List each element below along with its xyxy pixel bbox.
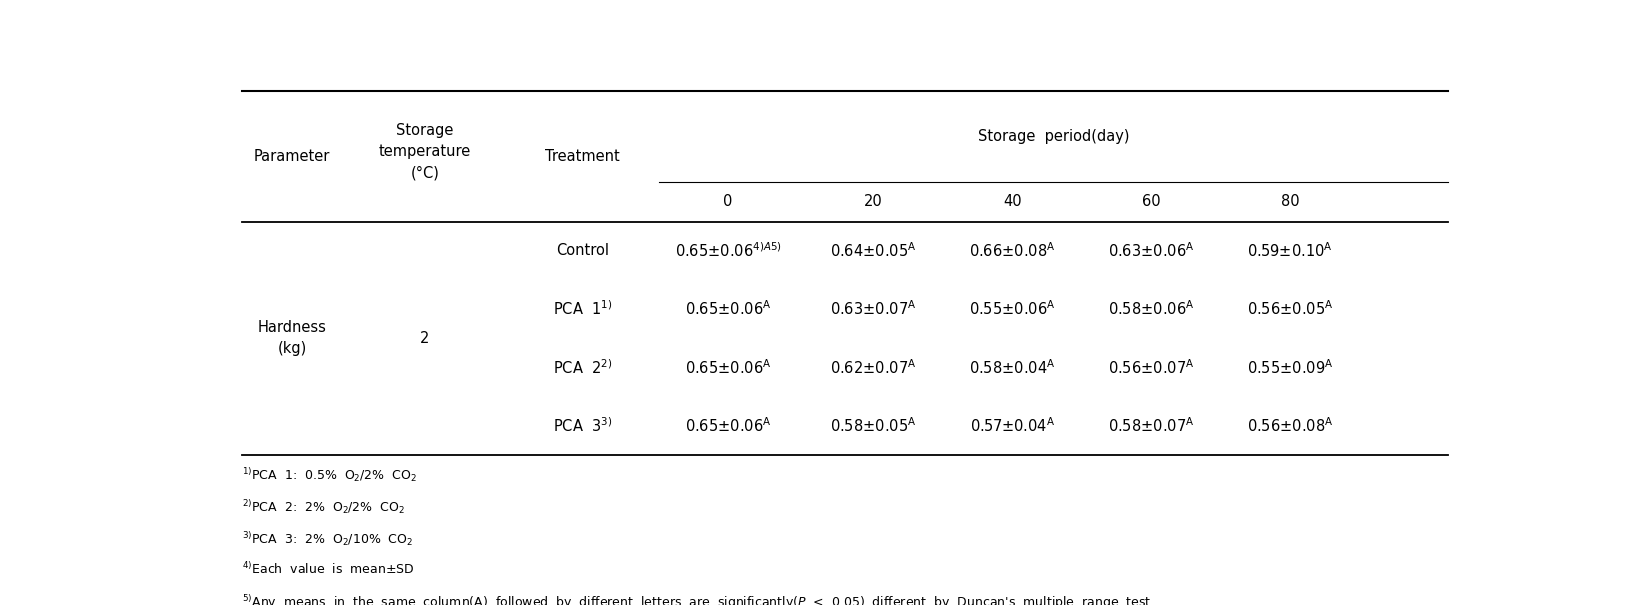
- Text: 0.62$\pm$0.07$^{\mathrm{A}}$: 0.62$\pm$0.07$^{\mathrm{A}}$: [830, 358, 916, 376]
- Text: 0.65$\pm$0.06$^{4)A5)}$: 0.65$\pm$0.06$^{4)A5)}$: [675, 241, 781, 260]
- Text: 40: 40: [1002, 194, 1022, 209]
- Text: 0.58$\pm$0.07$^{\mathrm{A}}$: 0.58$\pm$0.07$^{\mathrm{A}}$: [1108, 416, 1195, 435]
- Text: 0.65$\pm$0.06$^{\mathrm{A}}$: 0.65$\pm$0.06$^{\mathrm{A}}$: [685, 416, 771, 435]
- Text: $^{4)}$Each  value  is  mean$\pm$SD: $^{4)}$Each value is mean$\pm$SD: [241, 561, 414, 577]
- Text: 0.56$\pm$0.07$^{\mathrm{A}}$: 0.56$\pm$0.07$^{\mathrm{A}}$: [1108, 358, 1195, 376]
- Text: 0.55$\pm$0.09$^{\mathrm{A}}$: 0.55$\pm$0.09$^{\mathrm{A}}$: [1247, 358, 1333, 376]
- Text: 0.58$\pm$0.05$^{\mathrm{A}}$: 0.58$\pm$0.05$^{\mathrm{A}}$: [830, 416, 916, 435]
- Text: Treatment: Treatment: [546, 149, 619, 164]
- Text: 0.59$\pm$0.10$^{\mathrm{A}}$: 0.59$\pm$0.10$^{\mathrm{A}}$: [1247, 241, 1333, 260]
- Text: $^{5)}$Any  means  in  the  same  column(A)  followed  by  different  letters  a: $^{5)}$Any means in the same column(A) f…: [241, 593, 1151, 605]
- Text: 20: 20: [864, 194, 883, 209]
- Text: 80: 80: [1281, 194, 1299, 209]
- Text: 2: 2: [421, 331, 430, 345]
- Text: $^{3)}$PCA  3:  2%  O$_2$/10%  CO$_2$: $^{3)}$PCA 3: 2% O$_2$/10% CO$_2$: [241, 529, 412, 548]
- Text: 0: 0: [724, 194, 734, 209]
- Text: 0.55$\pm$0.06$^{\mathrm{A}}$: 0.55$\pm$0.06$^{\mathrm{A}}$: [968, 299, 1056, 318]
- Text: Storage  period(day): Storage period(day): [978, 129, 1130, 144]
- Text: 0.63$\pm$0.07$^{\mathrm{A}}$: 0.63$\pm$0.07$^{\mathrm{A}}$: [830, 299, 916, 318]
- Text: 0.64$\pm$0.05$^{\mathrm{A}}$: 0.64$\pm$0.05$^{\mathrm{A}}$: [830, 241, 916, 260]
- Text: PCA  2$^{2)}$: PCA 2$^{2)}$: [553, 358, 613, 376]
- Text: 0.63$\pm$0.06$^{\mathrm{A}}$: 0.63$\pm$0.06$^{\mathrm{A}}$: [1108, 241, 1195, 260]
- Text: Hardness
(kg): Hardness (kg): [258, 320, 326, 356]
- Text: Storage
temperature
(°C): Storage temperature (°C): [378, 123, 471, 180]
- Text: Parameter: Parameter: [254, 149, 331, 164]
- Text: 0.65$\pm$0.06$^{\mathrm{A}}$: 0.65$\pm$0.06$^{\mathrm{A}}$: [685, 299, 771, 318]
- Text: 0.66$\pm$0.08$^{\mathrm{A}}$: 0.66$\pm$0.08$^{\mathrm{A}}$: [968, 241, 1056, 260]
- Text: 0.56$\pm$0.08$^{\mathrm{A}}$: 0.56$\pm$0.08$^{\mathrm{A}}$: [1247, 416, 1333, 435]
- Text: PCA  3$^{3)}$: PCA 3$^{3)}$: [553, 416, 613, 435]
- Text: 60: 60: [1143, 194, 1161, 209]
- Text: 0.58$\pm$0.06$^{\mathrm{A}}$: 0.58$\pm$0.06$^{\mathrm{A}}$: [1108, 299, 1195, 318]
- Text: 0.57$\pm$0.04$^{\mathrm{A}}$: 0.57$\pm$0.04$^{\mathrm{A}}$: [970, 416, 1055, 435]
- Text: $^{2)}$PCA  2:  2%  O$_2$/2%  CO$_2$: $^{2)}$PCA 2: 2% O$_2$/2% CO$_2$: [241, 498, 404, 516]
- Text: 0.56$\pm$0.05$^{\mathrm{A}}$: 0.56$\pm$0.05$^{\mathrm{A}}$: [1247, 299, 1333, 318]
- Text: 0.58$\pm$0.04$^{\mathrm{A}}$: 0.58$\pm$0.04$^{\mathrm{A}}$: [968, 358, 1056, 376]
- Text: 0.65$\pm$0.06$^{\mathrm{A}}$: 0.65$\pm$0.06$^{\mathrm{A}}$: [685, 358, 771, 376]
- Text: $^{1)}$PCA  1:  0.5%  O$_2$/2%  CO$_2$: $^{1)}$PCA 1: 0.5% O$_2$/2% CO$_2$: [241, 466, 416, 484]
- Text: PCA  1$^{1)}$: PCA 1$^{1)}$: [553, 299, 613, 318]
- Text: Control: Control: [556, 243, 610, 258]
